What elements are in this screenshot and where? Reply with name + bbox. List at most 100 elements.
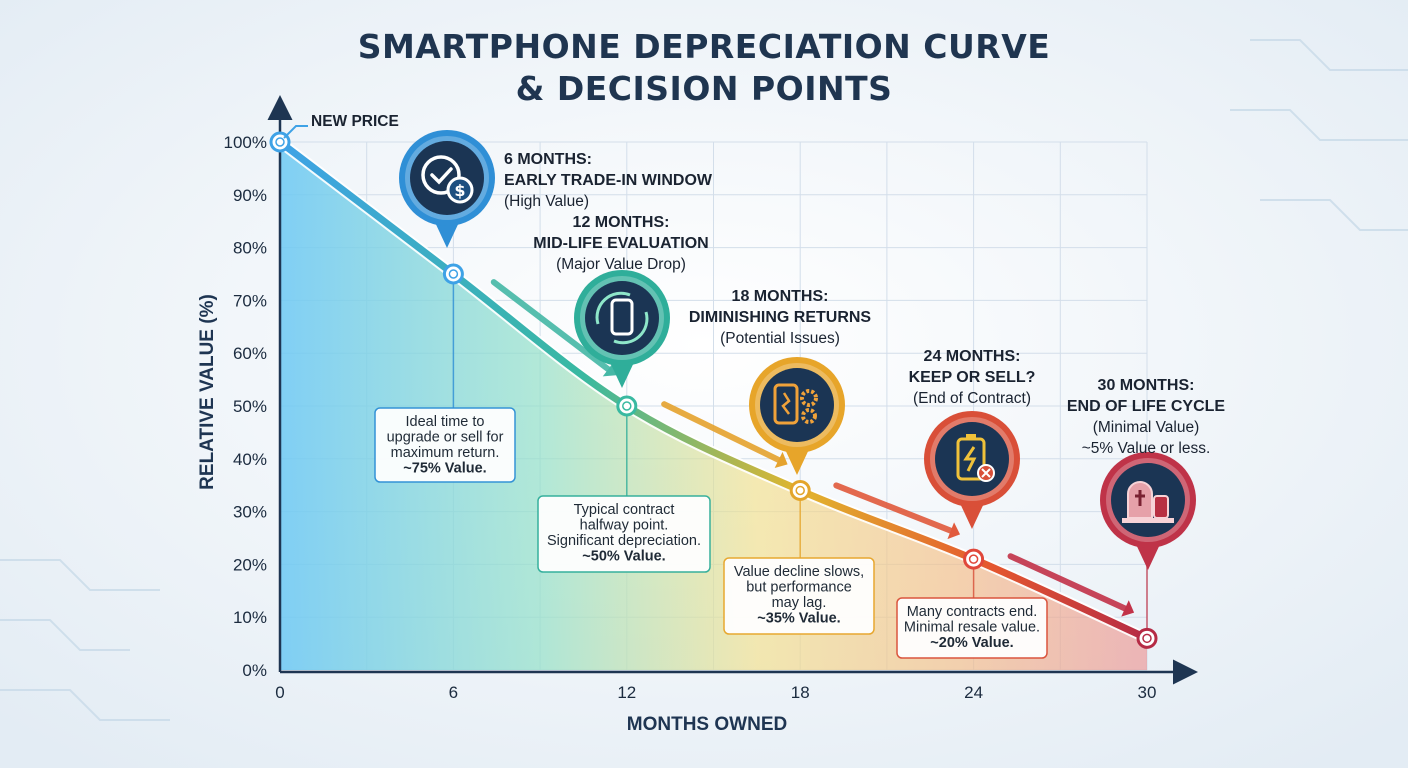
info-box-line: Minimal resale value. [904,620,1040,636]
pin-tail [783,445,811,475]
x-tick-label: 12 [617,683,636,702]
axes [267,95,1198,685]
y-tick-label: 0% [242,661,267,680]
area-fill [280,142,1147,670]
chart-title-line-1: SMARTPHONE DEPRECIATION CURVE [358,27,1051,66]
y-tick-label: 80% [233,239,267,258]
milestone-subtitle: (Major Value Drop) [556,256,686,273]
milestone-title: 12 MONTHS: [573,214,670,231]
info-box [537,495,711,573]
dead-battery-icon [956,434,995,482]
milestone-title: END OF LIFE CYCLE [1067,398,1226,415]
info-box-line: but performance [746,580,852,596]
milestone-pin [749,357,845,475]
milestone-title: MID-LIFE EVALUATION [533,235,708,252]
info-box-line: Typical contract [574,502,675,518]
milestone-30-months: 30 MONTHS: END OF LIFE CYCLE (Minimal Valu… [1067,377,1226,629]
pin-face [410,141,484,215]
info-box [374,407,516,483]
y-tick-label: 100% [224,133,267,152]
milestone-pin: $ [399,130,495,248]
milestone-pin [574,270,670,388]
x-axis-label: MONTHS OWNED [627,714,787,735]
info-box-line: upgrade or sell for [387,430,504,446]
trend-arrow [661,401,782,463]
info-box-line: Many contracts end. [907,604,1038,620]
milestone-title: 24 MONTHS: [924,348,1021,365]
milestone-title: 30 MONTHS: [1098,377,1195,394]
trend-arrow [1007,553,1129,612]
y-tick-label: 40% [233,450,267,469]
milestone-24-months: 24 MONTHS: KEEP OR SELL? (End of Contract)… [896,348,1048,659]
pin-tail [1134,540,1162,570]
info-box-line: Significant depreciation. [547,533,701,549]
milestone-subtitle: ~5% Value or less. [1082,440,1211,457]
info-box-line: Value decline slows, [734,564,864,580]
info-box-value: ~50% Value. [582,549,665,565]
trend-arrow [833,482,954,534]
phone-cycle-icon [595,291,649,345]
x-tick-label: 6 [449,683,458,702]
milestone-subtitle: (Potential Issues) [720,330,840,347]
x-tick-label: 30 [1138,683,1157,702]
milestone-title: 18 MONTHS: [732,288,829,305]
data-point-core [1142,633,1152,644]
y-tick-label: 60% [233,344,267,363]
trend-arrow-head [1121,600,1135,617]
circuit-decoration [0,39,1408,721]
info-box-line: maximum return. [391,445,500,461]
data-point-core [275,137,285,147]
milestone-subtitle: (Minimal Value) [1093,419,1200,436]
trend-arrow [490,279,612,373]
y-tick-label: 50% [233,397,267,416]
x-tick-label: 24 [964,683,983,702]
info-box-line: Ideal time to [406,414,485,430]
info-box [896,597,1048,659]
y-tick-label: 20% [233,555,267,574]
data-point-core [795,485,805,496]
new-price-callout: NEW PRICE [283,113,399,139]
area-under-curve [280,142,1147,670]
pin-tail [958,499,986,529]
broken-phone-gears-icon [773,383,818,425]
tick-labels: 0% 10% 20% 30% 40% 50% 60% 70% 80% 90% 100% 0 6 12 18 2… [224,133,1157,702]
trend-arrow-head [774,451,788,469]
trend-arrow-head [947,522,961,540]
svg-text:$: $ [454,181,465,200]
data-point-core [622,401,632,411]
y-tick-label: 10% [233,608,267,627]
info-box-value: ~75% Value. [403,461,486,477]
data-point-core [448,269,459,279]
series-line [274,136,1153,644]
info-box-line: halfway point. [580,518,669,534]
milestone-6-months: $6 MONTHS: EARLY TRADE-IN WINDOW (High Val… [374,130,713,483]
info-box-value: ~35% Value. [757,611,840,627]
milestone-title: DIMINISHING RETURNS [689,309,872,326]
milestone-title: EARLY TRADE-IN WINDOW [504,172,713,189]
milestones: $6 MONTHS: EARLY TRADE-IN WINDOW (High Val… [374,130,1226,659]
chart-title-line-2: & DECISION POINTS [516,69,893,108]
milestone-12-months: 12 MONTHS: MID-LIFE EVALUATION (Major Valu… [533,214,711,573]
info-box [723,557,875,635]
milestone-title: 6 MONTHS: [504,151,592,168]
series-line-path [276,138,1151,642]
x-tick-label: 18 [791,683,810,702]
pin-tail [608,358,636,388]
milestone-subtitle: (High Value) [504,193,589,210]
y-tick-label: 70% [233,291,267,310]
money-check-icon: $ [421,155,474,204]
milestone-subtitle: (End of Contract) [913,390,1031,407]
data-point-core [968,554,979,564]
y-tick-label: 30% [233,503,267,522]
info-box-line: may lag. [772,595,827,611]
trend-arrows [490,279,1135,617]
info-box-value: ~20% Value. [930,635,1013,651]
y-axis-label: RELATIVE VALUE (%) [197,294,218,490]
x-tick-label: 0 [275,683,284,702]
milestone-pin [1100,452,1196,570]
milestone-pin [924,411,1020,529]
y-tick-label: 90% [233,186,267,205]
pin-tail [433,218,461,248]
